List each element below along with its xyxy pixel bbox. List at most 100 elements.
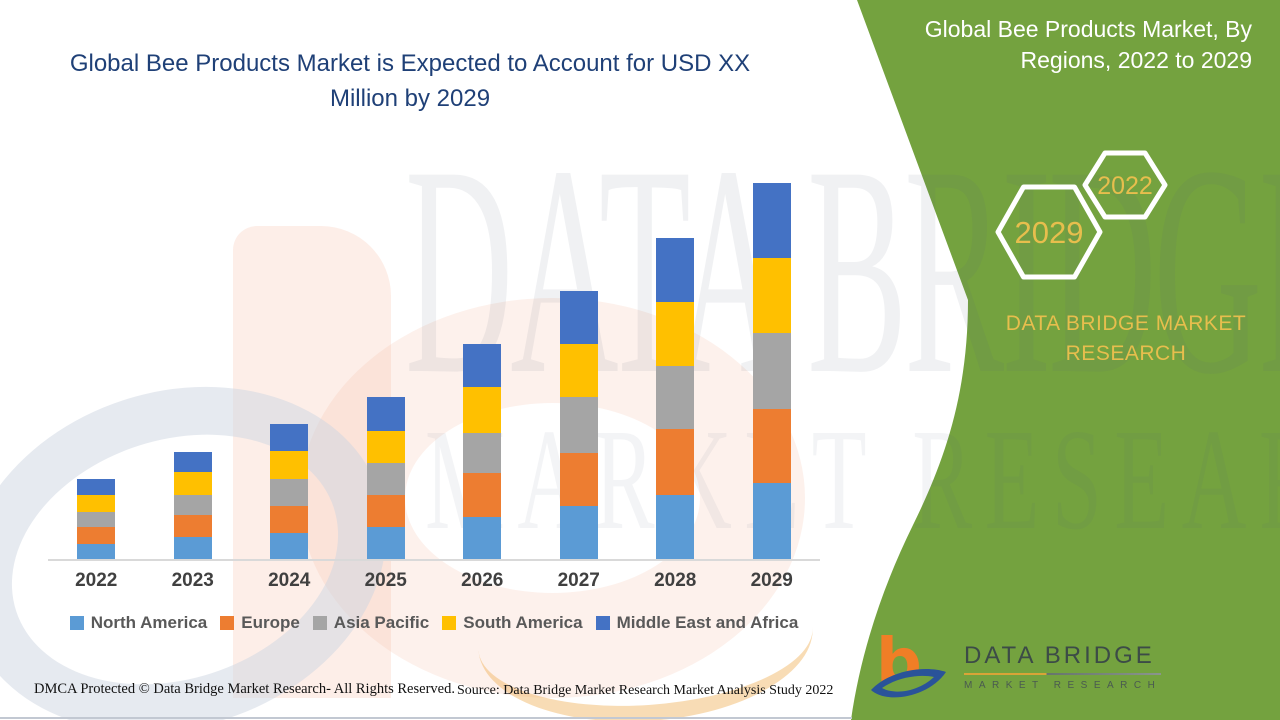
bar-2023: [145, 452, 242, 559]
bar-segment-south-america-2022: [77, 495, 116, 512]
bar-segment-south-america-2027: [559, 344, 598, 397]
bar-2022: [48, 479, 145, 559]
hexagon-2022-label: 2022: [1097, 172, 1153, 200]
logo-name: DATA BRIDGE: [964, 642, 1155, 669]
x-tick-2027: 2027: [557, 570, 600, 591]
legend-label-north-america: North America: [90, 613, 208, 632]
legend-swatch-north-america: [69, 616, 84, 630]
logo-underline: [964, 673, 1162, 675]
x-tick-2022: 2022: [75, 570, 118, 591]
green-panel-shape: [851, 0, 1280, 720]
chart-legend: North America Europe Asia Pacific South Ame…: [48, 613, 820, 633]
footer-source-text: Source: Data Bridge Market Research Mark…: [457, 683, 834, 698]
bar-segment-south-america-2023: [173, 472, 212, 495]
plot-area: [48, 182, 820, 561]
legend-item-europe: Europe: [220, 613, 300, 633]
bar-segment-asia-pacific-2023: [173, 495, 212, 515]
bar-segment-north-america-2023: [173, 537, 212, 559]
bar-segment-middle-east-and-africa-2025: [366, 397, 405, 431]
x-tick-2028: 2028: [654, 570, 697, 591]
bar-segment-north-america-2024: [270, 533, 309, 559]
legend-item-asia-pacific: Asia Pacific: [312, 613, 430, 633]
legend-swatch-asia-pacific: [312, 616, 327, 630]
x-tick-2025: 2025: [364, 570, 407, 591]
bar-segment-asia-pacific-2026: [463, 433, 502, 473]
bar-segment-asia-pacific-2029: [752, 333, 791, 409]
bar-segment-south-america-2028: [656, 302, 695, 366]
bar-2028: [627, 238, 724, 559]
x-axis-ticks: 2022 2023 2024 2025 2026 2027 2028 2029: [48, 561, 820, 592]
bar-segment-middle-east-and-africa-2022: [77, 479, 116, 495]
bar-segment-north-america-2029: [752, 483, 791, 559]
chart-headline-line1: Global Bee Products Market is Expected t…: [69, 50, 751, 77]
bar-segment-middle-east-and-africa-2028: [656, 238, 695, 302]
bar-segment-middle-east-and-africa-2026: [463, 344, 502, 387]
panel-title-line1: Global Bee Products Market, By: [924, 16, 1252, 42]
brand-text: DATA BRIDGE MARKET RESEARCH: [1005, 312, 1247, 365]
bar-segment-asia-pacific-2028: [656, 366, 695, 429]
bar-segment-north-america-2025: [366, 527, 405, 559]
bar-2026: [434, 344, 531, 559]
bar-segment-middle-east-and-africa-2027: [559, 291, 598, 344]
x-tick-2024: 2024: [268, 570, 311, 591]
legend-swatch-europe: [220, 616, 235, 630]
bar-segment-europe-2022: [77, 527, 116, 544]
bar-segment-europe-2029: [752, 409, 791, 483]
legend-swatch-south-america: [442, 616, 457, 630]
hexagon-2022: [1082, 150, 1168, 220]
legend-item-middle-east-and-africa: Middle East and Africa: [595, 613, 799, 633]
bar-segment-north-america-2026: [463, 517, 502, 559]
bar-segment-asia-pacific-2024: [270, 479, 309, 506]
stacked-bar-chart: 2022 2023 2024 2025 2026 2027 2028 2029 North A…: [48, 182, 820, 633]
year-hexagons: 2022 2029: [995, 150, 1168, 280]
bar-segment-europe-2023: [173, 515, 212, 537]
bar-segment-north-america-2027: [559, 506, 598, 559]
legend-item-north-america: North America: [69, 613, 208, 633]
logo-text-block: DATA BRIDGE MARKET RESEARCH: [964, 632, 1162, 691]
legend-label-europe: Europe: [241, 613, 300, 632]
bar-segment-europe-2025: [366, 495, 405, 527]
x-tick-2026: 2026: [461, 570, 504, 591]
bar-2024: [241, 424, 338, 559]
logo-d-swoosh-cutout: [882, 675, 934, 692]
bottom-edge-line: [0, 717, 852, 719]
bar-segment-europe-2028: [656, 429, 695, 495]
bar-segment-middle-east-and-africa-2029: [752, 183, 791, 258]
legend-label-south-america: South America: [463, 613, 583, 632]
logo-tagline: MARKET RESEARCH: [964, 680, 1162, 691]
bar-segment-asia-pacific-2025: [366, 463, 405, 495]
x-tick-2023: 2023: [171, 570, 214, 591]
bar-2029: [724, 183, 821, 559]
bar-2025: [338, 397, 435, 559]
panel-title-line2: Regions, 2022 to 2029: [1020, 47, 1252, 73]
bar-segment-south-america-2025: [366, 431, 405, 463]
hexagon-2029: [995, 184, 1103, 280]
bar-segment-europe-2024: [270, 506, 309, 533]
data-bridge-logo: b DATA BRIDGE MARKET RESEARCH: [868, 632, 1162, 706]
legend-item-south-america: South America: [442, 613, 583, 633]
bar-2027: [531, 291, 628, 559]
panel-title: Global Bee Products Market, By Regions, …: [880, 14, 1252, 76]
footer-dmca-text: DMCA Protected © Data Bridge Market Rese…: [34, 681, 455, 697]
x-tick-2029: 2029: [750, 570, 793, 591]
chart-headline-line2: Million by 2029: [329, 85, 491, 112]
bar-segment-europe-2026: [463, 473, 502, 517]
bar-segment-europe-2027: [559, 453, 598, 506]
bar-segment-asia-pacific-2027: [559, 397, 598, 453]
bar-segment-middle-east-and-africa-2024: [270, 424, 309, 451]
bar-segment-south-america-2029: [752, 258, 791, 333]
legend-label-middle-east-and-africa: Middle East and Africa: [616, 613, 799, 632]
chart-headline: Global Bee Products Market is Expected t…: [60, 46, 760, 116]
bar-segment-south-america-2024: [270, 451, 309, 479]
legend-label-asia-pacific: Asia Pacific: [333, 613, 430, 632]
legend-swatch-middle-east-and-africa: [595, 616, 610, 630]
bar-segment-middle-east-and-africa-2023: [173, 452, 212, 472]
hexagon-2029-label: 2029: [1015, 215, 1084, 250]
bar-segment-asia-pacific-2022: [77, 512, 116, 527]
bar-segment-south-america-2026: [463, 387, 502, 433]
data-bridge-logo-icon: b: [871, 632, 946, 700]
bar-segment-north-america-2022: [77, 544, 116, 559]
bar-segment-north-america-2028: [656, 495, 695, 559]
